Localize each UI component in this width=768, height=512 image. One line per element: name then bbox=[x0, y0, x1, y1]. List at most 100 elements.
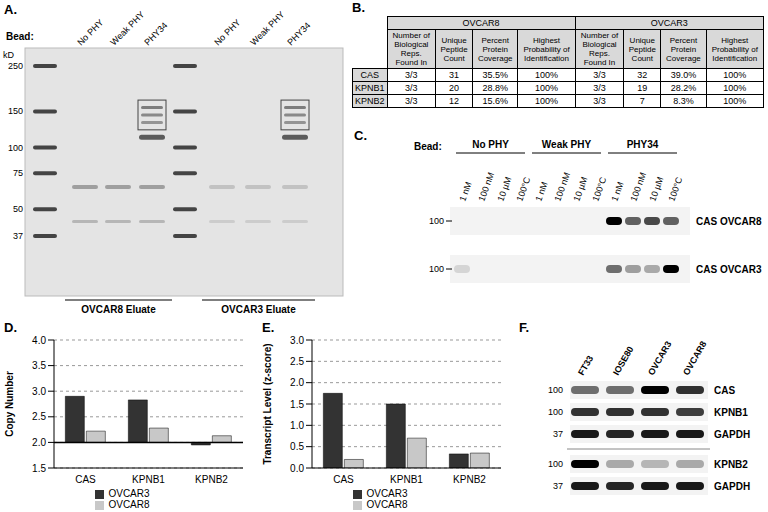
html-text:Unique Peptide Count: Unique Peptide Count bbox=[440, 35, 468, 63]
svg-text:1.0: 1.0 bbox=[290, 420, 304, 431]
svg-text:Copy Number: Copy Number bbox=[4, 371, 15, 437]
svg-text:Bead:: Bead: bbox=[414, 141, 442, 152]
html-text:100%: 100% bbox=[723, 70, 747, 80]
svg-text:1 nM: 1 nM bbox=[457, 180, 473, 202]
svg-text:CAS OVCAR3: CAS OVCAR3 bbox=[696, 264, 762, 275]
svg-text:IOSE80: IOSE80 bbox=[611, 345, 635, 377]
svg-text:10 µM: 10 µM bbox=[647, 176, 665, 203]
svg-text:CAS: CAS bbox=[714, 385, 735, 396]
svg-text:KPNB2: KPNB2 bbox=[714, 459, 748, 470]
html-text:E.: E. bbox=[262, 320, 275, 335]
html-text:Highest Probability of Identif: Highest Probability of Identification bbox=[711, 35, 758, 63]
svg-text:100: 100 bbox=[548, 459, 563, 469]
html-text:D.: D. bbox=[4, 320, 17, 335]
svg-text:10 µM: 10 µM bbox=[495, 176, 513, 203]
html-text:3/3: 3/3 bbox=[405, 70, 418, 80]
svg-text:Weak PHY: Weak PHY bbox=[248, 9, 286, 47]
html-text:OVCAR3: OVCAR3 bbox=[366, 488, 408, 499]
svg-text:37: 37 bbox=[553, 481, 563, 491]
svg-text:CAS OVCAR8: CAS OVCAR8 bbox=[696, 216, 762, 227]
html-text:Percent Protein Coverage: Percent Protein Coverage bbox=[477, 35, 513, 63]
svg-text:GAPDH: GAPDH bbox=[714, 429, 750, 440]
html-text:Number of Biological Reps. Fou: Number of Biological Reps. Found In bbox=[392, 31, 430, 67]
svg-text:100: 100 bbox=[8, 143, 23, 153]
svg-text:2.0: 2.0 bbox=[290, 377, 304, 388]
svg-text:OVCAR8: OVCAR8 bbox=[681, 340, 708, 377]
svg-text:Bead:: Bead: bbox=[6, 31, 34, 42]
svg-text:1 nM: 1 nM bbox=[533, 180, 549, 202]
html-text:OVCAR3: OVCAR3 bbox=[108, 488, 150, 499]
svg-text:100 nM: 100 nM bbox=[552, 171, 572, 203]
svg-text:150: 150 bbox=[8, 106, 23, 116]
svg-text:100 nM: 100 nM bbox=[628, 171, 648, 203]
svg-text:GAPDH: GAPDH bbox=[714, 481, 750, 492]
svg-text:50: 50 bbox=[13, 204, 23, 214]
svg-text:A.: A. bbox=[4, 2, 17, 17]
svg-text:OVCAR3: OVCAR3 bbox=[646, 340, 673, 377]
svg-text:100°C: 100°C bbox=[666, 175, 684, 202]
svg-text:2.5: 2.5 bbox=[32, 411, 46, 422]
svg-text:PHY34: PHY34 bbox=[285, 20, 312, 47]
svg-text:KPNB1: KPNB1 bbox=[132, 474, 165, 485]
html-text:35.5%: 35.5% bbox=[482, 70, 508, 80]
svg-text:37: 37 bbox=[13, 231, 23, 241]
svg-text:CAS: CAS bbox=[333, 474, 354, 485]
svg-text:37: 37 bbox=[553, 429, 563, 439]
svg-text:1.5: 1.5 bbox=[290, 399, 304, 410]
svg-text:0.0: 0.0 bbox=[290, 463, 304, 474]
svg-text:Transcript Level (z-score): Transcript Level (z-score) bbox=[262, 343, 273, 464]
svg-text:KPNB1: KPNB1 bbox=[714, 407, 748, 418]
svg-text:2.5: 2.5 bbox=[290, 356, 304, 367]
html-text:Unique Peptide Count: Unique Peptide Count bbox=[628, 35, 656, 63]
svg-text:Weak PHY: Weak PHY bbox=[108, 9, 146, 47]
html-text:Percent Protein Coverage: Percent Protein Coverage bbox=[666, 35, 701, 63]
html-text:32: 32 bbox=[637, 70, 648, 80]
svg-text:Weak PHY: Weak PHY bbox=[542, 139, 592, 150]
svg-text:100: 100 bbox=[548, 385, 563, 395]
svg-text:No PHY: No PHY bbox=[75, 17, 105, 47]
html-text:OVCAR8: OVCAR8 bbox=[462, 18, 500, 28]
svg-text:KPNB1: KPNB1 bbox=[390, 474, 423, 485]
html-text:OVCAR8: OVCAR8 bbox=[366, 499, 408, 510]
html-text:B.: B. bbox=[352, 0, 365, 15]
svg-text:100: 100 bbox=[548, 407, 563, 417]
svg-text:OVCAR8 Eluate: OVCAR8 Eluate bbox=[81, 304, 156, 315]
svg-text:No PHY: No PHY bbox=[212, 17, 242, 47]
html-text:CAS: CAS bbox=[360, 70, 379, 80]
html-text:OVCAR3: OVCAR3 bbox=[650, 18, 688, 28]
svg-text:75: 75 bbox=[13, 168, 23, 178]
svg-text:kD: kD bbox=[3, 50, 15, 60]
html-text:100%: 100% bbox=[535, 70, 558, 80]
svg-text:KPNB2: KPNB2 bbox=[453, 474, 486, 485]
svg-text:3.5: 3.5 bbox=[32, 360, 46, 371]
svg-text:4.0: 4.0 bbox=[32, 335, 46, 346]
html-text:39.0%: 39.0% bbox=[670, 70, 697, 80]
svg-text:3.0: 3.0 bbox=[290, 335, 304, 346]
svg-text:100 nM: 100 nM bbox=[476, 171, 496, 203]
svg-text:CAS: CAS bbox=[75, 474, 96, 485]
svg-text:1 nM: 1 nM bbox=[609, 180, 625, 202]
html-text:3/3: 3/3 bbox=[593, 70, 606, 80]
svg-text:0.5: 0.5 bbox=[290, 441, 304, 452]
svg-text:FT33: FT33 bbox=[576, 354, 595, 377]
svg-text:100: 100 bbox=[429, 216, 444, 226]
svg-text:3.0: 3.0 bbox=[32, 386, 46, 397]
svg-text:100°C: 100°C bbox=[590, 175, 608, 202]
svg-text:10 µM: 10 µM bbox=[571, 176, 589, 203]
svg-text:1.5: 1.5 bbox=[32, 463, 46, 474]
svg-text:PHY34: PHY34 bbox=[627, 139, 659, 150]
html-text:Highest Probability of Identif: Highest Probability of Identification bbox=[523, 35, 570, 63]
svg-text:PHY34: PHY34 bbox=[142, 20, 169, 47]
svg-text:OVCAR3 Eluate: OVCAR3 Eluate bbox=[221, 304, 296, 315]
svg-text:2.0: 2.0 bbox=[32, 437, 46, 448]
svg-text:100°C: 100°C bbox=[514, 175, 532, 202]
html-text:OVCAR8: OVCAR8 bbox=[108, 499, 150, 510]
svg-text:100: 100 bbox=[429, 264, 444, 274]
svg-text:F.: F. bbox=[519, 320, 529, 335]
html-text:31: 31 bbox=[449, 70, 460, 80]
svg-text:250: 250 bbox=[8, 61, 23, 71]
svg-text:KPNB2: KPNB2 bbox=[195, 474, 228, 485]
svg-text:C.: C. bbox=[354, 128, 367, 143]
html-text:Number of Biological Reps. Fou: Number of Biological Reps. Found In bbox=[580, 31, 619, 67]
svg-text:No PHY: No PHY bbox=[472, 139, 509, 150]
